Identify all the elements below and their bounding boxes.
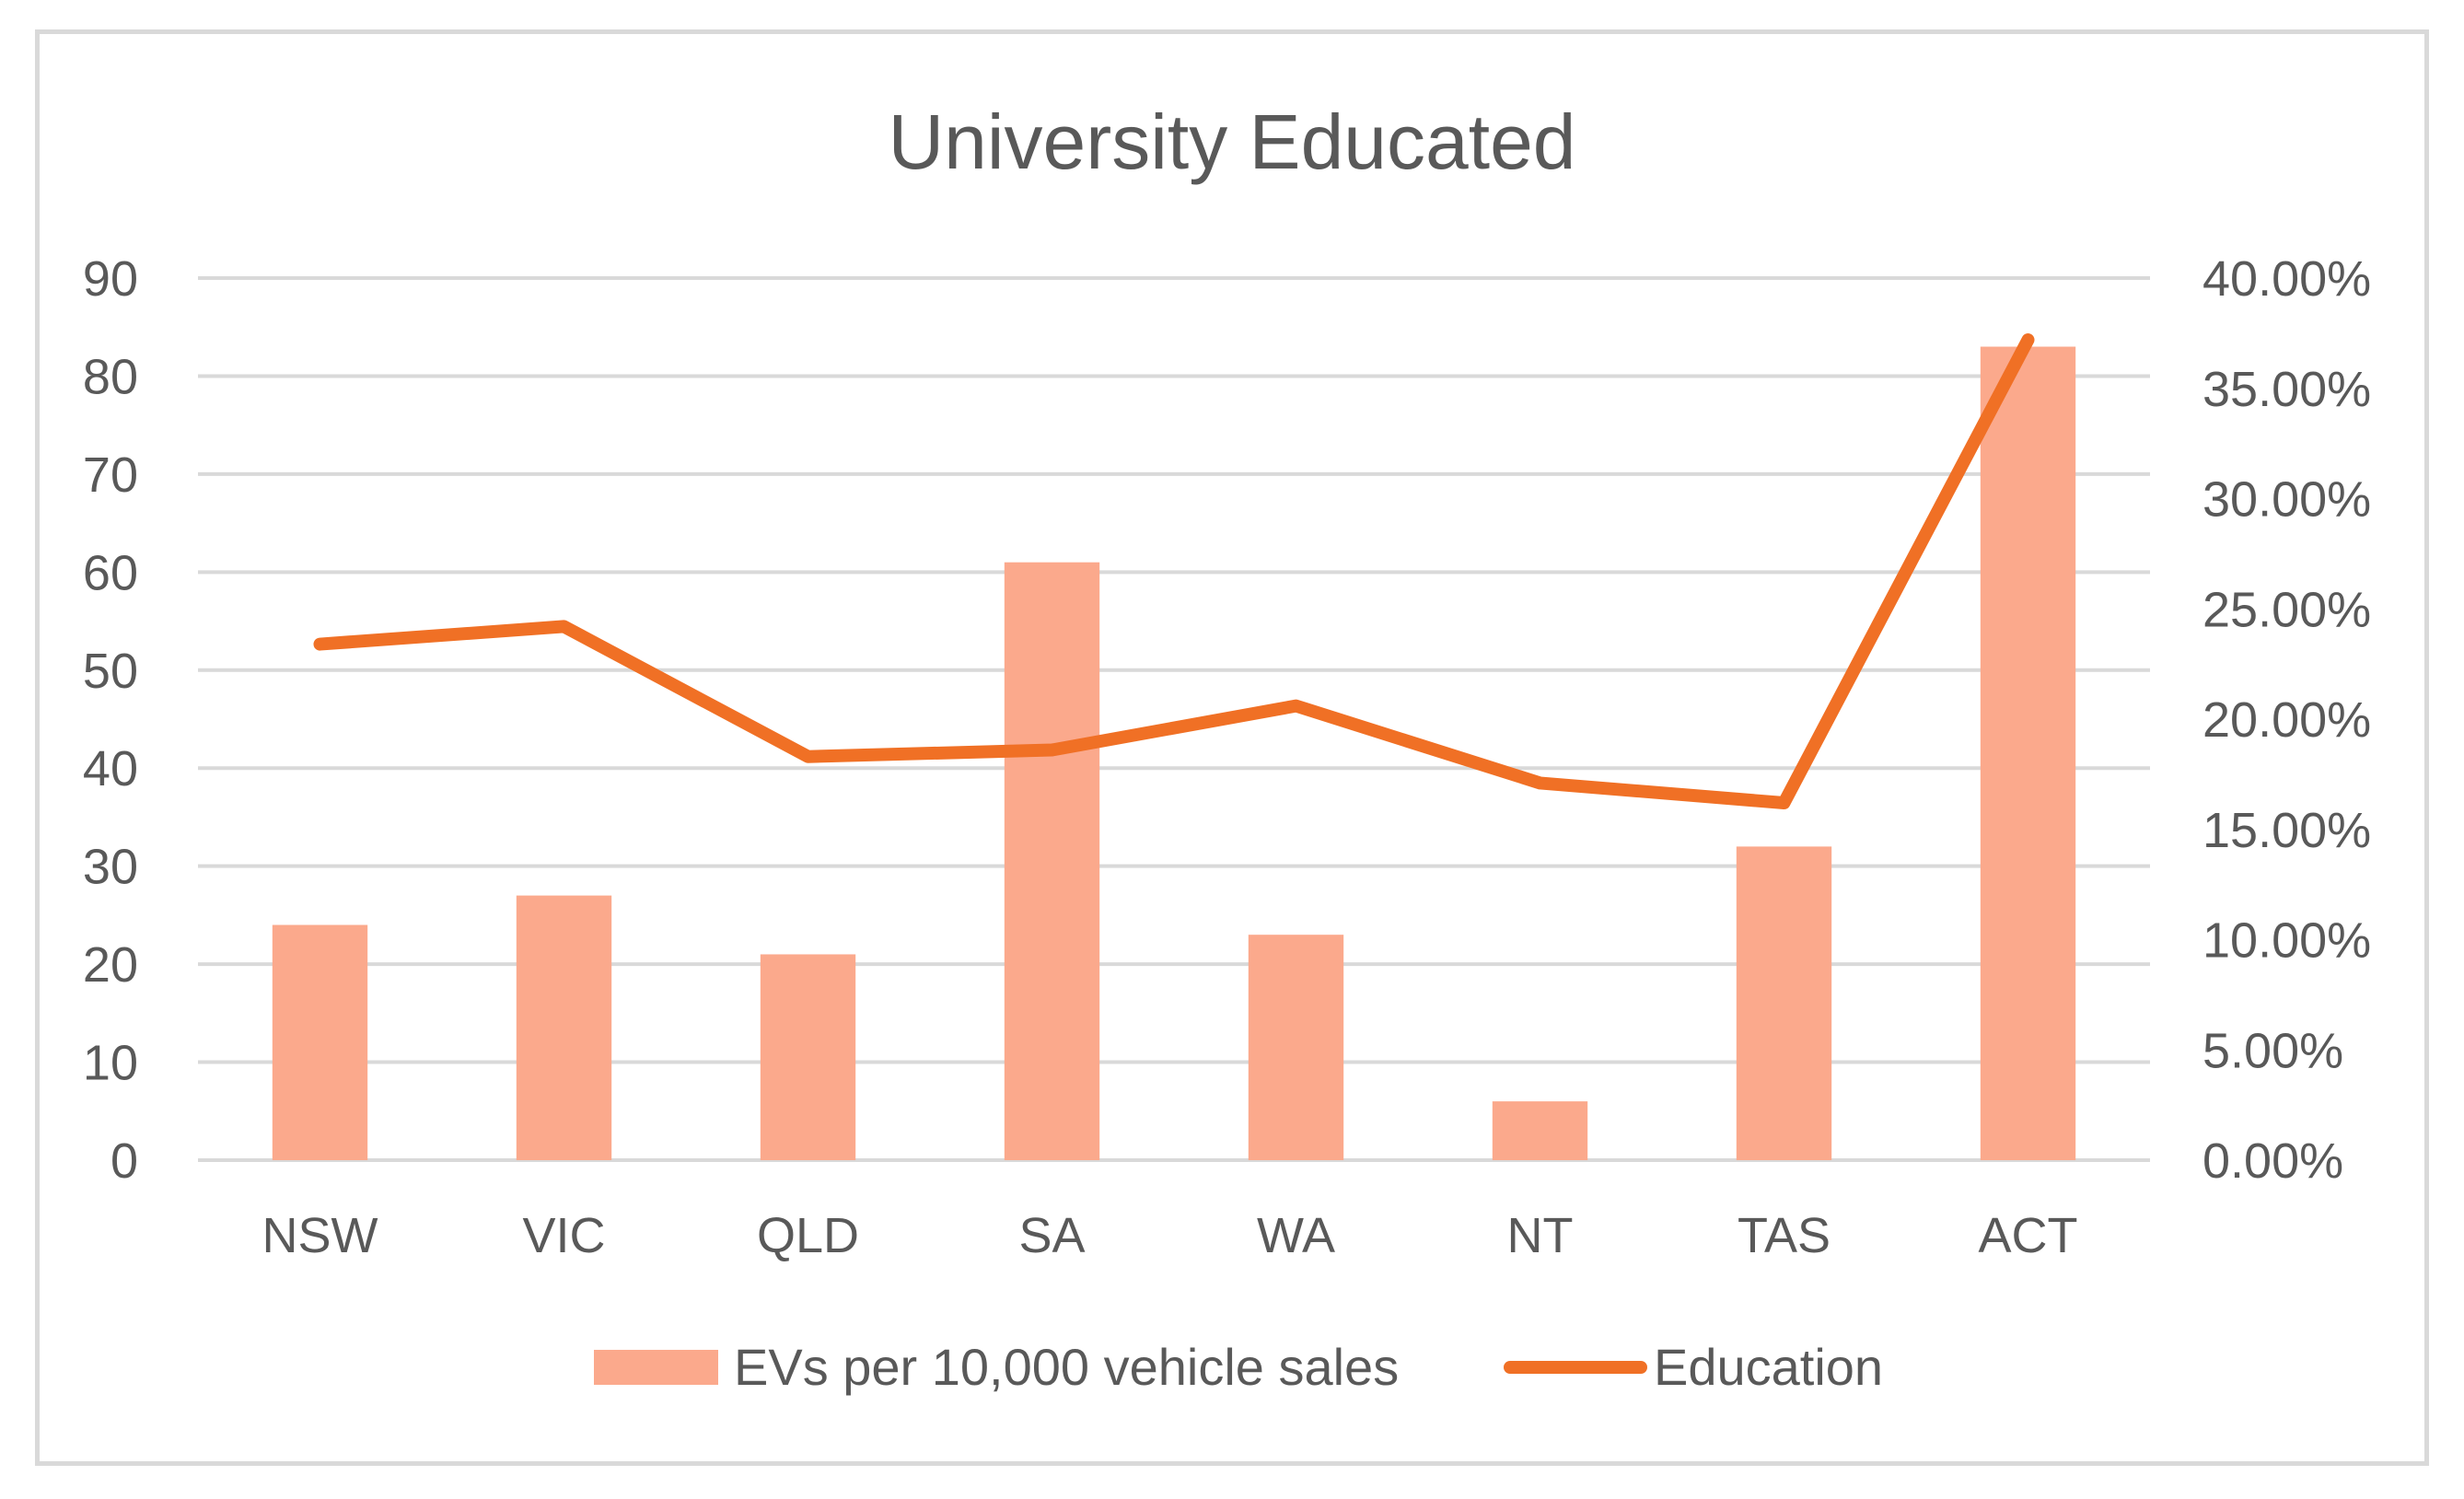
bar-wa	[1248, 935, 1344, 1160]
line-point-sa	[1051, 749, 1053, 751]
line-point-vic	[563, 625, 565, 628]
right-tick-label: 40.00%	[2202, 251, 2371, 307]
line-point-nt	[1539, 782, 1541, 784]
left-tick-label: 0	[110, 1133, 138, 1189]
x-tick-label: QLD	[757, 1208, 859, 1263]
bar-vic	[516, 895, 612, 1160]
bar-nsw	[272, 924, 368, 1160]
left-tick-label: 50	[83, 644, 138, 699]
right-tick-label: 30.00%	[2202, 472, 2371, 528]
left-tick-label: 90	[83, 251, 138, 307]
right-axis-ticks: 0.00% 5.00% 10.00% 15.00% 20.00% 25.00% 30.00%…	[2202, 251, 2371, 1189]
chart-title: University Educated	[888, 99, 1575, 185]
x-tick-label: SA	[1018, 1208, 1085, 1263]
right-tick-label: 0.00%	[2202, 1133, 2343, 1189]
bar-qld	[760, 954, 856, 1160]
line-point-qld	[807, 755, 809, 758]
x-tick-label: VIC	[522, 1208, 605, 1263]
left-tick-label: 30	[83, 840, 138, 895]
education-line	[313, 333, 2035, 810]
legend-bar-swatch	[594, 1350, 718, 1385]
left-tick-label: 80	[83, 349, 138, 404]
left-tick-label: 70	[83, 447, 138, 503]
line-series	[313, 333, 2035, 810]
line-point-wa	[1295, 704, 1297, 707]
x-axis-ticks: NSW VIC QLD SA WA NT TAS ACT	[262, 1208, 2078, 1263]
right-tick-label: 35.00%	[2202, 362, 2371, 417]
x-tick-label: WA	[1257, 1208, 1335, 1263]
x-tick-label: NT	[1507, 1208, 1574, 1263]
bar-sa	[1004, 562, 1100, 1160]
right-tick-label: 20.00%	[2202, 692, 2371, 748]
legend: EVs per 10,000 vehicle sales Education	[594, 1338, 1883, 1396]
legend-bar-label: EVs per 10,000 vehicle sales	[734, 1338, 1399, 1396]
bar-nt	[1492, 1101, 1588, 1160]
line-point-tas	[1783, 802, 1785, 805]
line-point-act	[2027, 339, 2029, 342]
left-tick-label: 10	[83, 1036, 138, 1091]
x-tick-label: NSW	[262, 1208, 378, 1263]
left-tick-label: 20	[83, 937, 138, 993]
bar-series	[272, 346, 2076, 1160]
left-tick-label: 40	[83, 741, 138, 796]
bar-tas	[1736, 846, 1832, 1160]
right-tick-label: 25.00%	[2202, 582, 2371, 637]
left-axis-ticks: 0 10 20 30 40 50 60 70 80 90	[83, 251, 138, 1189]
legend-line-label: Education	[1654, 1338, 1883, 1396]
right-tick-label: 5.00%	[2202, 1023, 2343, 1078]
bar-act	[1980, 346, 2076, 1160]
right-tick-label: 15.00%	[2202, 803, 2371, 858]
right-tick-label: 10.00%	[2202, 913, 2371, 969]
x-tick-label: ACT	[1979, 1208, 2078, 1263]
line-point-nsw	[319, 643, 321, 645]
x-tick-label: TAS	[1738, 1208, 1831, 1263]
left-tick-label: 60	[83, 545, 138, 600]
gridlines	[198, 276, 2150, 1162]
